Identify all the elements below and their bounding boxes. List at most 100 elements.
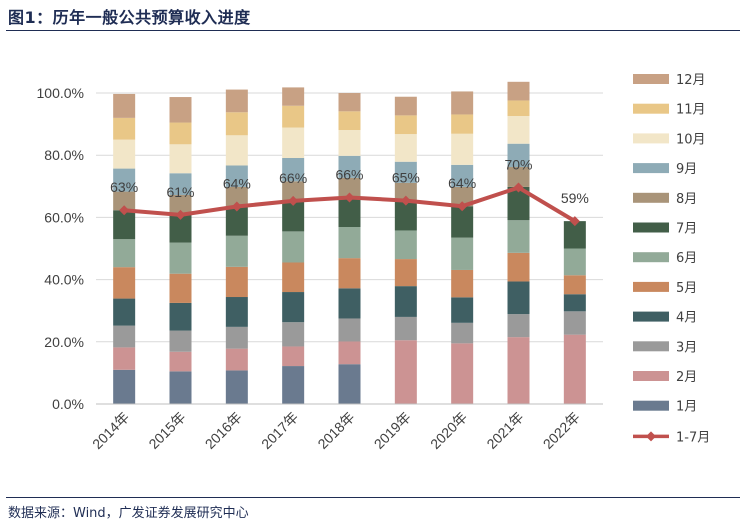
bar-segment — [451, 343, 474, 404]
bar-segment — [282, 200, 305, 232]
line-point — [513, 182, 524, 193]
legend-swatch — [633, 400, 669, 411]
bar-segment — [451, 269, 474, 298]
bar-segment — [113, 347, 136, 370]
line-point — [175, 209, 186, 220]
legend-label: 7月 — [676, 222, 697, 237]
bar-segment — [394, 182, 417, 202]
bar-segment — [169, 97, 192, 123]
legend: 12月 11月 10月 9月 8月 7月 6月 5月 4月 3月 2月 1月 1-7月 — [633, 73, 710, 445]
bar-segment — [394, 201, 417, 231]
line-point — [400, 195, 411, 206]
bar-segment — [451, 114, 474, 134]
bar-segment — [225, 165, 248, 187]
legend-label: 1月 — [676, 400, 697, 415]
legend-label: 9月 — [676, 162, 697, 177]
bar-segment — [507, 252, 530, 282]
title-divider — [6, 30, 740, 31]
data-label: 64% — [223, 176, 251, 192]
bar-segment — [563, 311, 586, 335]
bar-segment — [282, 231, 305, 263]
legend-label: 4月 — [676, 311, 697, 326]
x-tick-label: 2022年 — [540, 409, 583, 452]
bar-segment — [507, 337, 530, 404]
x-tick-label: 2019年 — [371, 409, 414, 452]
bar-segment — [225, 235, 248, 267]
legend-label: 11月 — [676, 103, 706, 118]
bar-segment — [225, 89, 248, 113]
legend-label: 2月 — [676, 370, 697, 385]
bar-segment — [338, 197, 361, 228]
x-tick-label: 2020年 — [427, 409, 470, 452]
x-tick-label: 2015年 — [145, 409, 188, 452]
bar-segment — [451, 186, 474, 207]
data-label: 63% — [110, 179, 138, 195]
bar-segment — [225, 326, 248, 349]
line-point — [457, 201, 468, 212]
bar-segment — [563, 275, 586, 295]
y-tick-label: 80.0% — [44, 147, 84, 163]
line-point — [119, 205, 130, 216]
legend-label: 1-7月 — [676, 430, 710, 445]
bar-segment — [169, 242, 192, 274]
legend-swatch — [633, 133, 669, 144]
bar-segment — [338, 130, 361, 156]
bar-segment — [394, 286, 417, 317]
x-tick-label: 2014年 — [89, 409, 132, 452]
bar-segment — [507, 116, 530, 144]
legend-label: 6月 — [676, 251, 697, 266]
bar-segment — [451, 206, 474, 238]
legend-label: 5月 — [676, 281, 697, 296]
bar-segment — [394, 259, 417, 287]
legend-swatch — [633, 371, 669, 381]
data-label: 65% — [392, 170, 420, 186]
bar-segment — [282, 105, 305, 128]
bar-segment — [113, 325, 136, 348]
bar-segment — [113, 168, 136, 192]
bar-segment — [282, 127, 305, 158]
bar-segment — [282, 292, 305, 323]
bar-segment — [169, 330, 192, 352]
line-point — [288, 195, 299, 206]
bar-segment — [225, 348, 248, 371]
bar-segment — [169, 122, 192, 145]
data-label: 59% — [561, 190, 589, 206]
bar-segment — [225, 112, 248, 136]
data-label: 70% — [504, 157, 532, 173]
legend-swatch — [633, 281, 669, 292]
bar-segment — [451, 133, 474, 165]
line-point — [569, 216, 580, 227]
bar-segment — [507, 186, 530, 221]
x-tick-label: 2021年 — [483, 409, 526, 452]
bar-segment — [507, 143, 530, 168]
bar-segment — [282, 262, 305, 293]
bar-segment — [507, 81, 530, 101]
bar-segment — [169, 214, 192, 243]
bar-segment — [338, 258, 361, 289]
footer-divider — [6, 497, 740, 498]
bar-segment — [394, 96, 417, 116]
source-note: 数据来源：Wind，广发证券发展研究中心 — [8, 506, 249, 521]
bar-segment — [394, 316, 417, 341]
legend-swatch — [633, 311, 669, 322]
bar-segment — [169, 273, 192, 303]
bar-segment — [113, 117, 136, 140]
bar-segment — [338, 318, 361, 342]
x-tick-label: 2018年 — [314, 409, 357, 452]
bar-segment — [507, 167, 530, 187]
bar-segment — [282, 87, 305, 106]
bar-segment — [394, 340, 417, 404]
bar-segment — [507, 220, 530, 253]
bar-segment — [113, 298, 136, 326]
bar-segment — [113, 239, 136, 268]
legend-swatch — [633, 341, 669, 352]
legend-swatch — [633, 222, 669, 233]
bar-segment — [563, 294, 586, 312]
bar-segment — [282, 322, 305, 347]
bar-segment — [113, 210, 136, 240]
bar-segment — [282, 157, 305, 182]
bar-segment — [282, 346, 305, 367]
bar-segment — [225, 370, 248, 404]
bar-segment — [451, 297, 474, 323]
bar-segment — [113, 369, 136, 404]
